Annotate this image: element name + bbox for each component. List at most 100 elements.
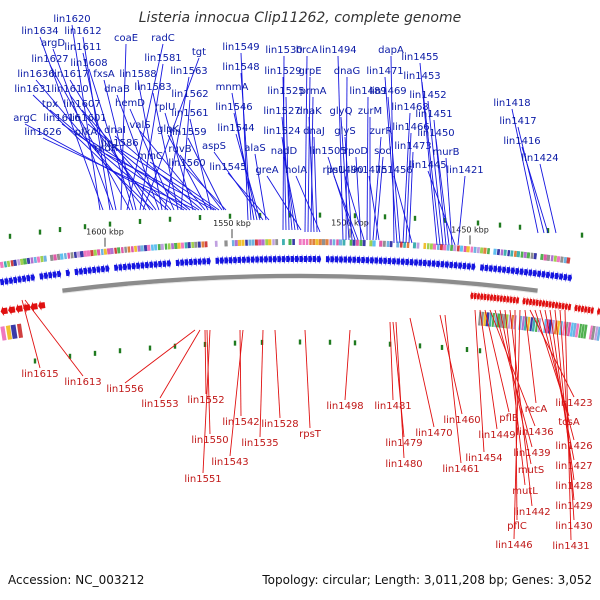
gene-arrow	[241, 254, 247, 265]
cog-segment	[553, 255, 558, 262]
gene-arrow	[233, 255, 238, 266]
cog-segment	[0, 326, 7, 341]
reverse-gene-label: lin1429	[555, 501, 592, 512]
cog-segment	[523, 316, 528, 331]
forward-gene-label: pfkA	[75, 127, 98, 138]
cog-segment	[282, 239, 285, 246]
gene-arrow	[493, 263, 498, 274]
cog-segment	[30, 257, 34, 264]
region-marker	[58, 227, 62, 233]
cog-segment	[362, 240, 366, 247]
gene-arrow	[532, 297, 536, 308]
cog-segment	[594, 326, 599, 341]
cog-segment	[550, 255, 554, 262]
cog-segment	[157, 243, 161, 251]
region-marker	[148, 345, 152, 351]
reverse-gene-label: lin1460	[443, 415, 480, 426]
region-marker	[465, 347, 469, 353]
forward-gene-label: lin1620	[53, 14, 90, 25]
cog-segment	[26, 257, 31, 265]
cog-segment	[545, 319, 550, 334]
cog-segment	[379, 240, 383, 247]
cog-segment	[10, 324, 18, 340]
gene-arrow	[30, 301, 38, 312]
cog-segment	[0, 261, 4, 269]
gene-arrow	[78, 266, 84, 277]
map-title: Listeria innocua Clip11262, complete gen…	[139, 10, 461, 26]
region-marker	[8, 233, 12, 239]
gene-arrow	[387, 256, 392, 267]
cog-segment	[305, 239, 309, 246]
forward-leader-line	[408, 151, 414, 244]
gene-arrow	[197, 256, 202, 267]
reverse-leader-line	[489, 309, 536, 427]
gene-arrow	[295, 254, 300, 265]
cog-segment	[204, 241, 208, 248]
gene-arrow	[135, 260, 141, 271]
cog-segment	[561, 321, 566, 336]
cog-segment	[170, 243, 175, 250]
gene-arrow	[541, 298, 546, 309]
forward-leader-line	[119, 148, 217, 211]
cog-segment	[389, 241, 393, 248]
gene-arrow	[597, 306, 600, 317]
cog-segment	[106, 248, 111, 255]
gene-arrow	[131, 261, 136, 272]
gene-arrow	[510, 265, 516, 276]
reverse-leader-line	[444, 314, 462, 464]
forward-gene-label: lin1549	[222, 42, 259, 53]
cog-segment	[406, 241, 410, 249]
forward-gene-label: lin1559	[169, 127, 206, 138]
cog-segment	[325, 239, 329, 246]
gene-arrow	[551, 299, 556, 310]
gene-arrow	[308, 254, 313, 265]
gene-arrow	[564, 301, 569, 312]
gene-arrow	[541, 269, 546, 280]
forward-leader-line	[285, 96, 290, 231]
gene-arrow	[140, 260, 145, 271]
cog-segment	[180, 242, 185, 249]
cog-segment	[423, 242, 427, 250]
cog-segment	[526, 252, 531, 259]
gene-arrow	[473, 291, 477, 301]
gene-arrow	[105, 263, 110, 274]
cog-segment	[436, 243, 440, 250]
forward-leader-line	[186, 168, 227, 211]
forward-gene-label: lin1530	[265, 45, 302, 56]
gene-arrow	[347, 254, 353, 265]
reverse-gene-label: pflB	[499, 413, 519, 424]
forward-leader-line	[344, 175, 365, 241]
cog-segment	[459, 245, 464, 252]
forward-leader-line	[254, 153, 267, 221]
forward-gene-label: aspS	[202, 141, 226, 152]
forward-gene-label: lin1417	[499, 116, 536, 127]
cog-segment	[93, 249, 98, 256]
forward-gene-label: mnmA	[216, 82, 249, 93]
reverse-leader-line	[24, 299, 84, 377]
cog-segment	[6, 260, 11, 267]
forward-gene-label: lin1424	[521, 153, 558, 164]
gene-arrow	[206, 256, 211, 267]
cog-segment	[572, 322, 577, 338]
gene-arrow	[228, 255, 233, 266]
cog-segment	[36, 256, 41, 263]
forward-gene-label: lin1456	[375, 165, 412, 176]
cog-segment	[439, 244, 444, 251]
forward-gene-label: lin1627	[31, 54, 68, 65]
forward-leader-line	[87, 123, 191, 211]
forward-gene-label: lin1524	[263, 126, 300, 137]
gene-arrow	[444, 259, 450, 270]
forward-gene-label: lin1616	[43, 113, 80, 124]
cog-segment	[120, 246, 124, 254]
gene-arrow	[237, 254, 242, 265]
forward-leader-line	[139, 130, 206, 211]
reverse-gene-label: lin1430	[555, 521, 592, 532]
forward-gene-label: lin1529	[264, 66, 301, 77]
forward-gene-label: zurR	[370, 126, 393, 137]
forward-leader-line	[511, 108, 539, 234]
gene-arrow	[545, 298, 549, 309]
gene-arrow	[550, 270, 555, 281]
cog-segment	[359, 239, 363, 246]
forward-leader-line	[82, 52, 117, 211]
cog-segment	[563, 256, 568, 264]
